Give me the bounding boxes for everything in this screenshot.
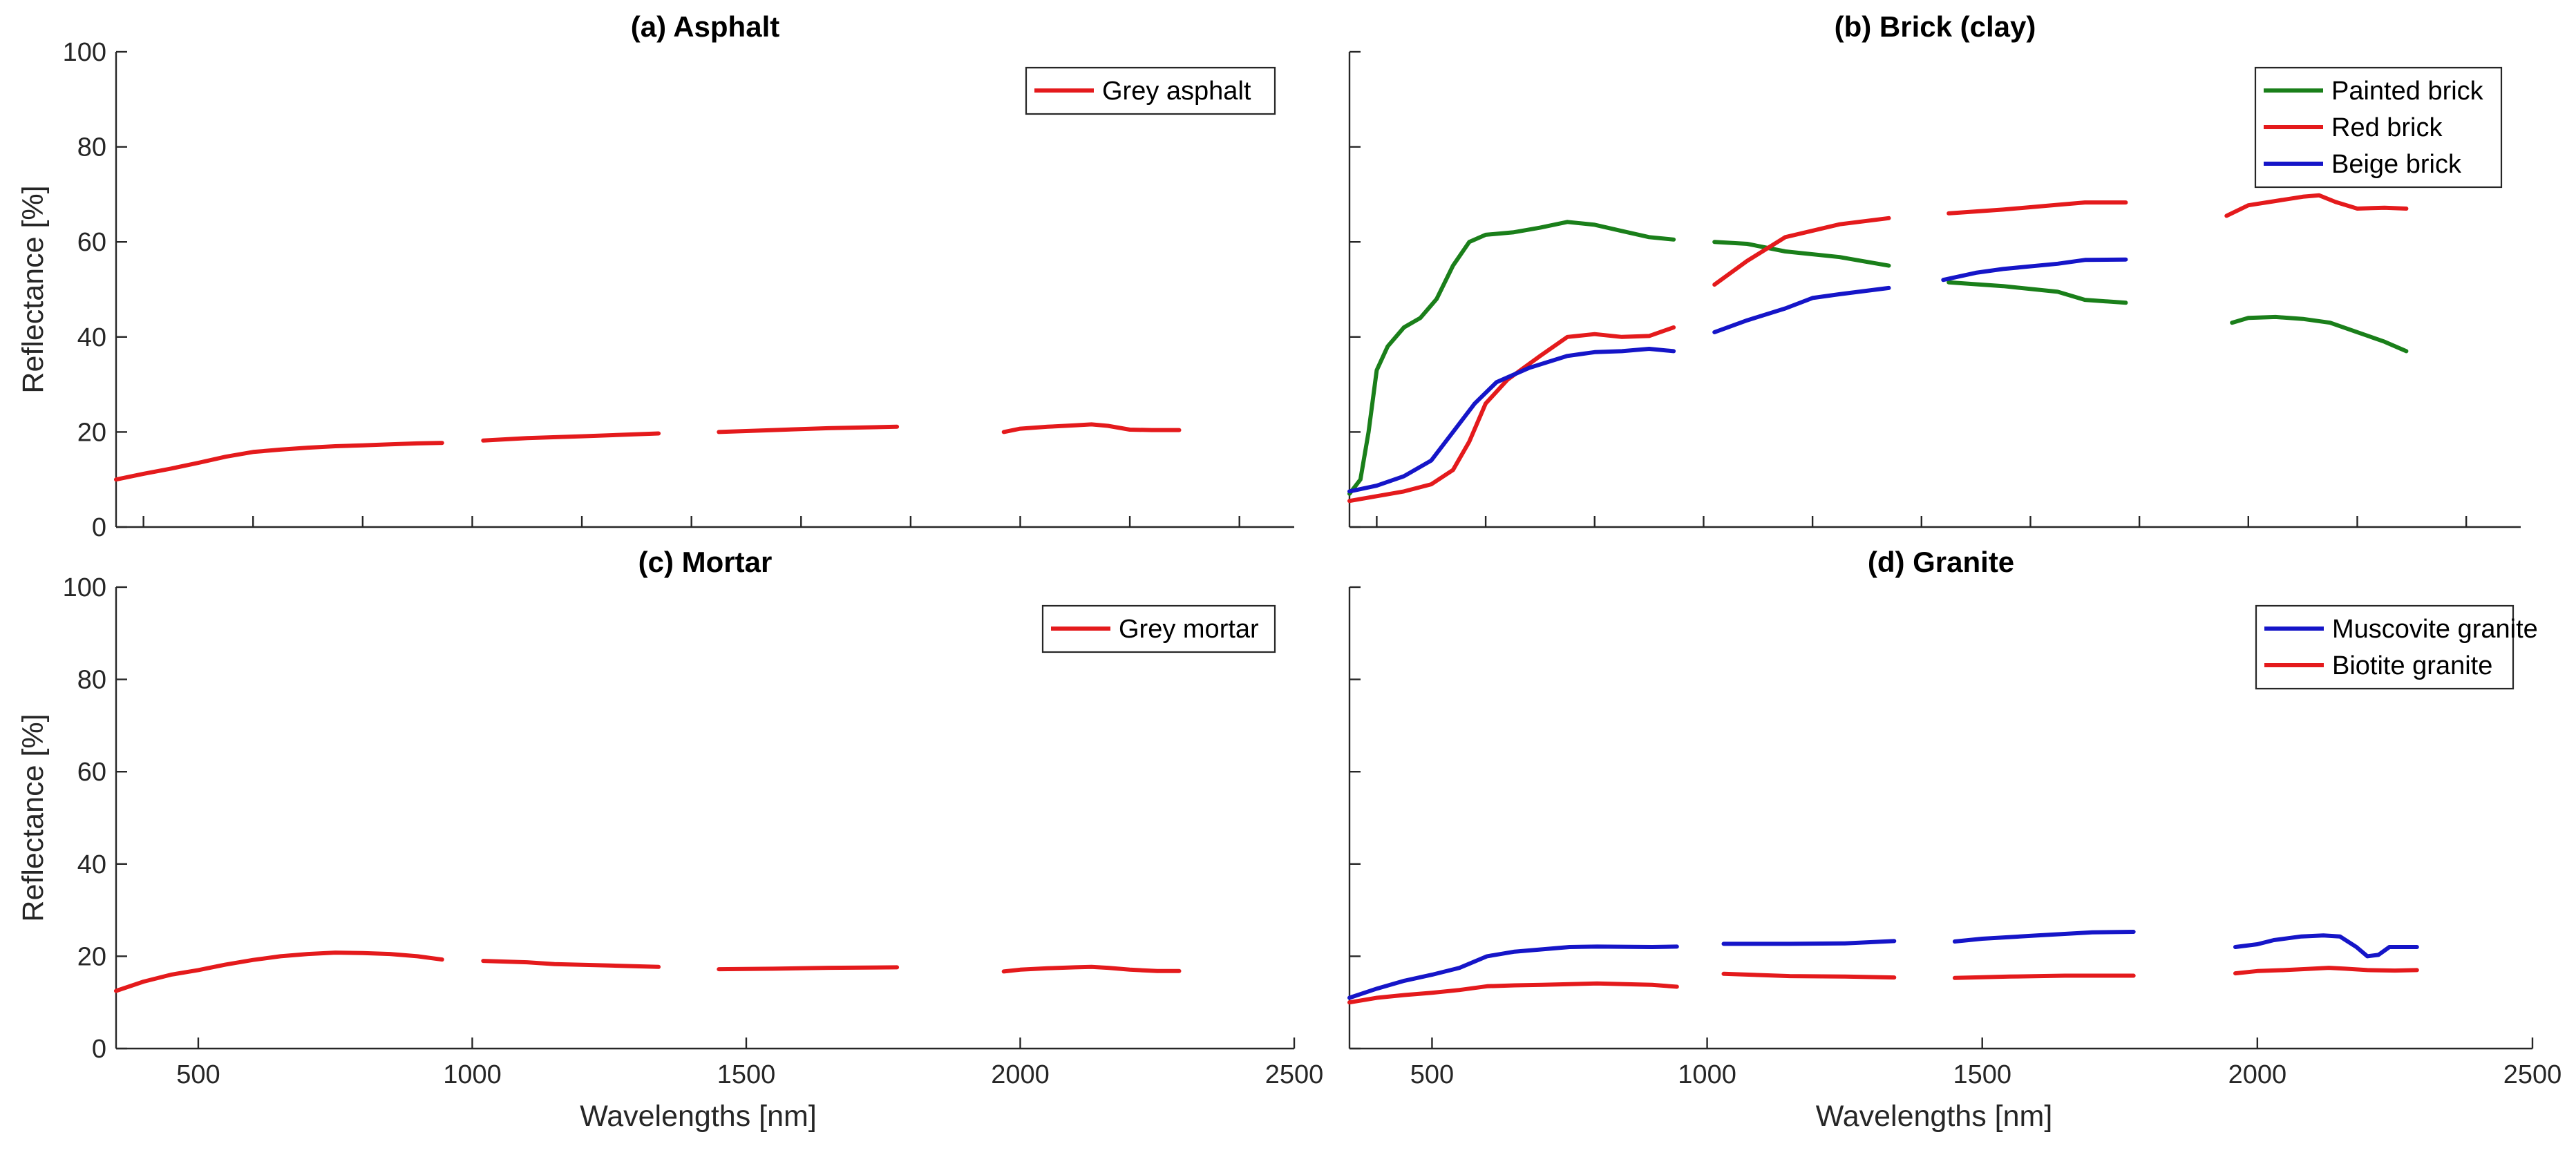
panel-a-title: (a) Asphalt: [631, 10, 779, 43]
panel-b-title: (b) Brick (clay): [1835, 10, 2036, 43]
panel-d-xlabel: Wavelengths [nm]: [1816, 1100, 2053, 1133]
panel-a-ytick-label: 80: [77, 133, 106, 162]
panel-a-series-0-segment-3: [1001, 422, 1182, 434]
panel-c: 0 20 40 60 80 100 500 1000 1500 2000 2500 (c) Morta…: [17, 546, 1323, 1133]
panel-a-series-0-segment-2: [717, 424, 900, 434]
panel-b-series-2-segment-1: [1712, 285, 1891, 334]
panel-d-xtick-label: 2000: [2228, 1060, 2287, 1089]
panel-c-ytick-label: 40: [77, 850, 106, 879]
panel-d-title: (d) Granite: [1868, 546, 2014, 578]
panel-a-ytick-label: 0: [92, 513, 106, 542]
panel-c-series-0-segment-0: [114, 950, 444, 993]
panel-c-xtick-label: 1000: [443, 1060, 502, 1089]
panel-c-title: (c) Mortar: [638, 546, 773, 578]
panel-c-xtick-label: 2500: [1265, 1060, 1324, 1089]
panel-b-legend-label: Beige brick: [2331, 150, 2462, 179]
panel-d-series-1-segment-3: [2233, 966, 2419, 976]
panel-d-series-0-segment-1: [1721, 939, 1897, 946]
panel-b-series-1-segment-1: [1712, 216, 1891, 287]
panel-c-xtick-label: 500: [176, 1060, 220, 1089]
panel-b-series-0-segment-3: [2230, 314, 2409, 354]
panel-d-series-0-segment-0: [1347, 944, 1679, 1000]
panel-d: 500 1000 1500 2000 2500 (d) Granite Wavelength…: [1347, 546, 2562, 1133]
panel-d-series-0-segment-3: [2233, 933, 2419, 959]
panel-c-ytick-label: 0: [92, 1035, 106, 1064]
panel-a-ytick-label: 40: [77, 323, 106, 352]
panel-d-series-1-segment-1: [1721, 971, 1897, 980]
panel-c-ytick-label: 20: [77, 942, 106, 971]
panel-b: (b) Brick (clay) Painted brick Red brick Be…: [1347, 10, 2521, 528]
panel-d-legend-label: Biotite granite: [2332, 651, 2492, 680]
panel-d-xtick-label: 1000: [1678, 1060, 1736, 1089]
panel-a-ytick-label: 20: [77, 418, 106, 447]
panel-c-series-0-segment-1: [481, 959, 661, 969]
panel-c-series-0-segment-2: [717, 965, 900, 972]
panel-b-legend-label: Red brick: [2331, 113, 2443, 142]
panel-a-ytick-label: 60: [77, 228, 106, 257]
panel-a-series-0-segment-0: [114, 441, 444, 482]
panel-a-ylabel: Reflectance [%]: [17, 185, 50, 393]
panel-b-series-1-segment-0: [1347, 325, 1676, 504]
panel-b-series-0-segment-1: [1712, 240, 1891, 268]
panel-c-ytick-label: 80: [77, 666, 106, 695]
panel-d-xtick-label: 1500: [1953, 1060, 2011, 1089]
panel-a-legend-label: Grey asphalt: [1102, 77, 1251, 106]
panel-b-series-2-segment-2: [1941, 257, 2128, 283]
panel-b-series-1-segment-2: [1947, 200, 2128, 216]
panel-d-xtick-label: 500: [1410, 1060, 1454, 1089]
panel-c-xtick-label: 2000: [991, 1060, 1050, 1089]
panel-a-series-0-segment-1: [481, 431, 661, 443]
panel-b-legend-label: Painted brick: [2331, 77, 2484, 106]
panel-d-series-1-segment-2: [1952, 973, 2136, 980]
panel-c-ylabel: Reflectance [%]: [17, 714, 50, 921]
panel-d-legend-label: Muscovite granite: [2332, 615, 2538, 644]
panel-c-xtick-label: 1500: [717, 1060, 776, 1089]
panel-b-series-0-segment-0: [1347, 220, 1676, 496]
panel-c-ytick-label: 60: [77, 758, 106, 787]
panel-c-series-0-segment-3: [1001, 964, 1182, 974]
panel-a-ytick-label: 100: [63, 38, 106, 67]
panel-a: 0 20 40 60 80 100 (a) Asphalt Reflectance [%] Gr…: [17, 10, 1294, 542]
panel-c-legend-label: Grey mortar: [1119, 615, 1259, 644]
panel-d-series-0-segment-2: [1952, 930, 2136, 944]
panel-b-series-1-segment-3: [2224, 193, 2409, 218]
panel-c-ytick-label: 100: [63, 573, 106, 602]
panel-d-series-1-segment-0: [1347, 981, 1679, 1005]
panel-d-legend: [2255, 604, 2515, 690]
panel-b-series-2-segment-0: [1347, 347, 1676, 494]
panel-b-series-0-segment-2: [1947, 280, 2128, 305]
panel-d-xtick-label: 2500: [2503, 1060, 2562, 1089]
panel-c-xlabel: Wavelengths [nm]: [580, 1100, 817, 1133]
